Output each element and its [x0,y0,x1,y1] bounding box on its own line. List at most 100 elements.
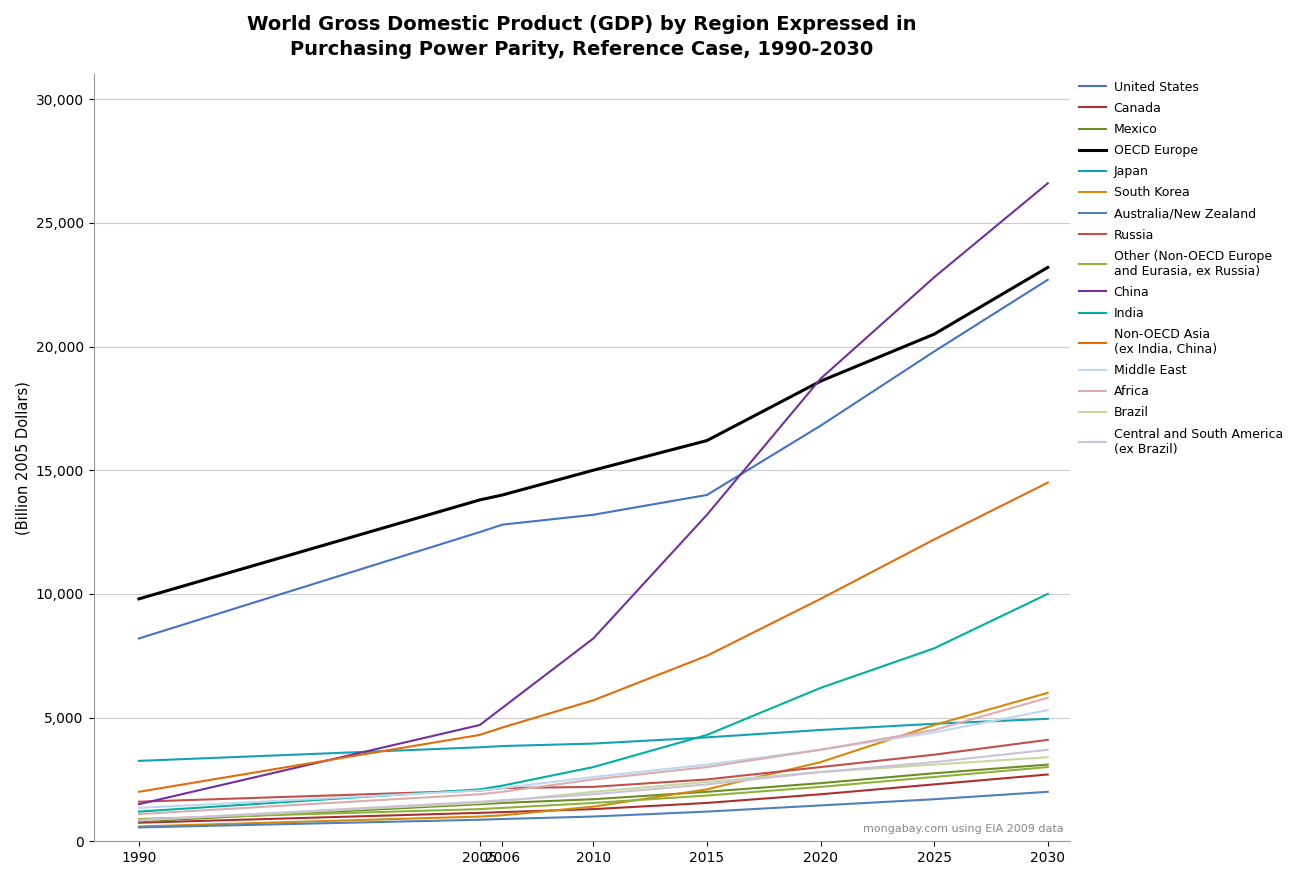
Non-OECD Asia
(ex India, China) [700,650,715,661]
Africa [813,744,828,755]
China [700,510,715,520]
South Korea [813,757,828,767]
United States [585,510,601,520]
China [1040,178,1055,188]
Line: Canada: Canada [139,774,1047,823]
Other (Non-OECD Europe
and Eurasia, ex Russia) [700,790,715,801]
Australia/New Zealand [495,814,510,825]
Brazil [813,766,828,777]
Mexico [495,797,510,808]
OECD Europe [131,594,147,605]
Central and South America
(ex Brazil) [495,795,510,805]
Other (Non-OECD Europe
and Eurasia, ex Russia) [927,772,942,782]
Africa [472,789,488,800]
Title: World Gross Domestic Product (GDP) by Region Expressed in
Purchasing Power Parit: World Gross Domestic Product (GDP) by Re… [247,15,916,59]
Canada [495,807,510,818]
Non-OECD Asia
(ex India, China) [131,787,147,797]
Brazil [472,797,488,808]
Canada [813,789,828,800]
Middle East [472,785,488,796]
Mexico [1040,759,1055,770]
Non-OECD Asia
(ex India, China) [495,722,510,733]
India [927,643,942,654]
South Korea [1040,687,1055,698]
South Korea [585,802,601,812]
OECD Europe [495,489,510,500]
Russia [585,781,601,792]
Africa [131,809,147,819]
Legend: United States, Canada, Mexico, OECD Europe, Japan, South Korea, Australia/New Ze: United States, Canada, Mexico, OECD Euro… [1079,81,1282,456]
India [700,730,715,740]
Central and South America
(ex Brazil) [585,789,601,800]
Line: China: China [139,183,1047,804]
OECD Europe [585,465,601,475]
China [472,720,488,730]
OECD Europe [1040,262,1055,273]
Canada [700,797,715,808]
Canada [1040,769,1055,780]
China [131,799,147,810]
Brazil [927,759,942,770]
Line: Other (Non-OECD Europe
and Eurasia, ex Russia): Other (Non-OECD Europe and Eurasia, ex R… [139,767,1047,819]
Brazil [131,815,147,825]
Russia [131,796,147,807]
OECD Europe [813,376,828,386]
Central and South America
(ex Brazil) [813,766,828,777]
Canada [585,803,601,814]
Australia/New Zealand [131,822,147,832]
Australia/New Zealand [700,806,715,817]
Other (Non-OECD Europe
and Eurasia, ex Russia) [1040,762,1055,773]
Brazil [700,777,715,788]
Australia/New Zealand [1040,787,1055,797]
OECD Europe [700,436,715,446]
Central and South America
(ex Brazil) [131,815,147,825]
Japan [472,742,488,752]
India [472,784,488,795]
OECD Europe [927,329,942,340]
Central and South America
(ex Brazil) [472,796,488,807]
Central and South America
(ex Brazil) [700,779,715,789]
Middle East [585,772,601,782]
Mexico [813,778,828,788]
Non-OECD Asia
(ex India, China) [927,534,942,545]
Line: Central and South America
(ex Brazil): Central and South America (ex Brazil) [139,750,1047,820]
China [495,702,510,713]
Line: Mexico: Mexico [139,765,1047,822]
Mexico [700,787,715,797]
India [131,806,147,817]
Brazil [1040,752,1055,762]
Non-OECD Asia
(ex India, China) [472,730,488,740]
Brazil [585,787,601,797]
United States [495,519,510,530]
South Korea [131,821,147,832]
Other (Non-OECD Europe
and Eurasia, ex Russia) [813,781,828,792]
Africa [495,787,510,797]
Line: South Korea: South Korea [139,693,1047,826]
Japan [131,756,147,766]
Japan [700,732,715,743]
United States [131,633,147,643]
United States [472,527,488,538]
India [495,781,510,791]
Line: OECD Europe: OECD Europe [139,268,1047,599]
Middle East [495,783,510,794]
Middle East [813,744,828,755]
China [813,373,828,384]
Non-OECD Asia
(ex India, China) [585,695,601,706]
Mexico [585,794,601,804]
Non-OECD Asia
(ex India, China) [813,594,828,605]
Russia [927,750,942,760]
Africa [700,762,715,773]
United States [700,489,715,500]
Japan [1040,714,1055,724]
Line: Japan: Japan [139,719,1047,761]
Line: Australia/New Zealand: Australia/New Zealand [139,792,1047,827]
Mexico [131,817,147,827]
Brazil [495,796,510,806]
Canada [131,818,147,828]
Other (Non-OECD Europe
and Eurasia, ex Russia) [472,803,488,814]
Middle East [700,759,715,770]
United States [927,346,942,356]
Text: mongabay.com using EIA 2009 data: mongabay.com using EIA 2009 data [863,825,1063,834]
Japan [813,725,828,736]
